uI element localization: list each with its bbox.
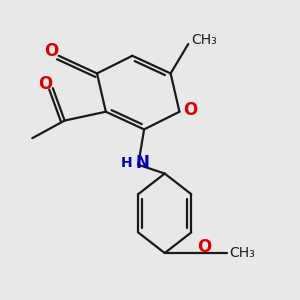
Text: O: O [38,75,52,93]
Text: H: H [121,156,132,170]
Text: N: N [136,154,150,172]
Text: CH₃: CH₃ [230,246,255,260]
Text: O: O [197,238,212,256]
Text: O: O [44,42,58,60]
Text: O: O [184,101,198,119]
Text: CH₃: CH₃ [191,33,217,46]
